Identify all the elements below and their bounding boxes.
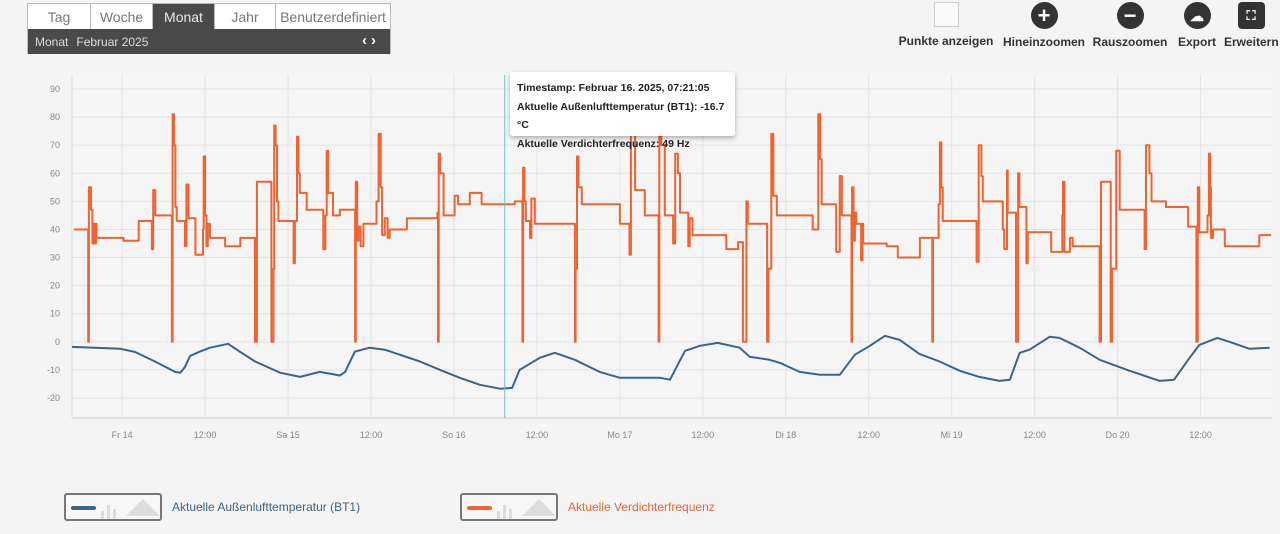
legend-item-temperature[interactable]: Aktuelle Außenlufttemperatur (BT1) bbox=[64, 493, 360, 521]
tab-monat[interactable]: Monat bbox=[153, 4, 215, 29]
x-tick-label: 12:00 bbox=[360, 430, 383, 440]
show-points-toggle[interactable]: Punkte anzeigen bbox=[896, 2, 996, 48]
x-tick-label: 12:00 bbox=[1189, 430, 1212, 440]
expand-label: Erweitern bbox=[1224, 35, 1279, 49]
y-tick-label: 80 bbox=[50, 112, 60, 122]
y-tick-label: 30 bbox=[50, 253, 60, 263]
line-type-icon bbox=[71, 506, 96, 510]
plus-circle-icon: + bbox=[1030, 2, 1058, 29]
legend-label: Aktuelle Verdichterfrequenz bbox=[568, 500, 715, 514]
period-selector: Tag Woche Monat Jahr Benutzerdefiniert M… bbox=[27, 3, 391, 54]
show-points-label: Punkte anzeigen bbox=[898, 34, 994, 48]
legend-item-frequency[interactable]: Aktuelle Verdichterfrequenz bbox=[460, 493, 715, 521]
x-tick-label: 12:00 bbox=[692, 430, 715, 440]
x-axis: Fr 14 12:00 Sa 15 12:00 So 16 12:00 Mo 17 12:00… bbox=[112, 430, 1212, 440]
tooltip: Timestamp: Februar 16. 2025, 07:21:05 Ak… bbox=[510, 72, 735, 150]
x-tick-label: Fr 14 bbox=[112, 430, 133, 440]
x-tick-label: Di 18 bbox=[775, 430, 796, 440]
x-tick-label: So 16 bbox=[442, 430, 466, 440]
bar-type-icon bbox=[101, 501, 119, 519]
tooltip-timestamp: Timestamp: Februar 16. 2025, 07:21:05 bbox=[517, 82, 710, 94]
line-chart[interactable]: 90 80 70 60 50 40 30 20 10 0 -10 -20 Fr 14 12:00 Sa 1… bbox=[0, 0, 1280, 470]
checkbox-icon[interactable] bbox=[933, 2, 959, 27]
chevron-left-icon[interactable]: ‹ bbox=[362, 32, 371, 49]
period-bar: Monat Februar 2025 ‹› bbox=[28, 29, 390, 54]
y-tick-label: 40 bbox=[50, 224, 60, 234]
area-type-icon bbox=[522, 499, 556, 516]
zoom-out-label: Rauszoomen bbox=[1092, 35, 1168, 49]
series-group bbox=[71, 104, 1272, 390]
zoom-in-button[interactable]: + Hineinzoomen bbox=[1002, 2, 1086, 49]
tab-jahr[interactable]: Jahr bbox=[215, 4, 276, 29]
series-type-toggle[interactable] bbox=[460, 493, 558, 521]
y-tick-label: 0 bbox=[55, 337, 60, 347]
tab-tag[interactable]: Tag bbox=[28, 4, 91, 29]
period-nav: ‹› bbox=[362, 32, 380, 49]
y-tick-label: 60 bbox=[50, 168, 60, 178]
zoom-out-button[interactable]: − Rauszoomen bbox=[1092, 2, 1168, 49]
y-axis: 90 80 70 60 50 40 30 20 10 0 -10 -20 bbox=[47, 84, 60, 403]
y-tick-label: 50 bbox=[50, 196, 60, 206]
export-button[interactable]: ☁ Export bbox=[1174, 2, 1220, 49]
series-type-toggle[interactable] bbox=[64, 493, 162, 521]
fullscreen-icon: ⛶ bbox=[1237, 2, 1265, 29]
bar-type-icon bbox=[497, 501, 515, 519]
x-tick-label: Mo 17 bbox=[607, 430, 632, 440]
tab-woche[interactable]: Woche bbox=[91, 4, 153, 29]
y-tick-label: 70 bbox=[50, 140, 60, 150]
temperature-series-line bbox=[71, 334, 1270, 390]
chevron-right-icon[interactable]: › bbox=[371, 32, 380, 49]
y-tick-label: 90 bbox=[50, 84, 60, 94]
x-tick-label: 12:00 bbox=[857, 430, 880, 440]
x-tick-label: 12:00 bbox=[194, 430, 217, 440]
x-tick-label: 12:00 bbox=[1023, 430, 1046, 440]
frequency-series-line bbox=[73, 104, 1272, 343]
x-tick-label: 12:00 bbox=[526, 430, 549, 440]
x-tick-label: Do 20 bbox=[1106, 430, 1130, 440]
expand-button[interactable]: ⛶ Erweitern bbox=[1224, 2, 1279, 49]
x-tick-label: Mi 19 bbox=[941, 430, 963, 440]
tab-benutzerdefiniert[interactable]: Benutzerdefiniert bbox=[280, 8, 386, 25]
period-type-label: Monat bbox=[35, 34, 69, 49]
cloud-download-icon: ☁ bbox=[1183, 2, 1211, 29]
y-tick-label: -20 bbox=[47, 393, 60, 403]
line-type-icon bbox=[467, 506, 492, 510]
period-value: Februar 2025 bbox=[76, 34, 149, 49]
minus-circle-icon: − bbox=[1116, 2, 1144, 29]
tooltip-frequency: Aktuelle Verdichterfrequenz: 49 Hz bbox=[517, 137, 690, 150]
area-type-icon bbox=[126, 499, 160, 516]
y-tick-label: 10 bbox=[50, 309, 60, 319]
y-tick-label: 20 bbox=[50, 281, 60, 291]
zoom-in-label: Hineinzoomen bbox=[1002, 35, 1085, 49]
legend-label: Aktuelle Außenlufttemperatur (BT1) bbox=[172, 500, 361, 514]
export-label: Export bbox=[1177, 35, 1216, 49]
tooltip-temperature: Aktuelle Außenlufttemperatur (BT1): -16.… bbox=[517, 100, 725, 132]
y-tick-label: -10 bbox=[47, 365, 60, 375]
x-tick-label: Sa 15 bbox=[276, 430, 300, 440]
